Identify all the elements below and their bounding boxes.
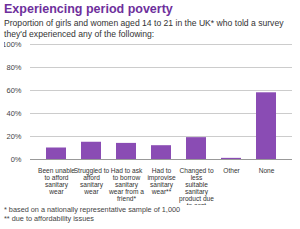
svg-text:0%: 0% [11,155,22,164]
html-text:** due to affordability issues: ** due to affordability issues [4,214,94,223]
svg-text:20%: 20% [6,132,21,141]
html-text:Experiencing period poverty: Experiencing period poverty [4,2,173,16]
svg-text:Struggled toaffordsanitarywear: Struggled toaffordsanitarywear [74,167,110,195]
svg-text:None: None [259,167,275,174]
svg-text:Other: Other [223,167,240,174]
html-text:* based on a nationally repres: * based on a nationally representative s… [4,205,181,214]
svg-text:Been unableto affordsanitarywe: Been unableto affordsanitarywear [38,167,75,195]
svg-text:Had toimprovisesanitarywear**: Had toimprovisesanitarywear** [147,167,176,195]
svg-text:Changed tolesssuitablesanitary: Changed tolesssuitablesanitaryproduct du… [179,167,214,205]
svg-text:100%: 100% [4,40,22,49]
svg-text:40%: 40% [6,109,21,118]
svg-text:80%: 80% [6,63,21,72]
svg-text:60%: 60% [6,86,21,95]
svg-text:Had to askto borrowsanitarywea: Had to askto borrowsanitarywear from afr… [108,167,144,202]
html-text:Proportion of girls and women: Proportion of girls and women aged 14 to… [4,18,284,39]
